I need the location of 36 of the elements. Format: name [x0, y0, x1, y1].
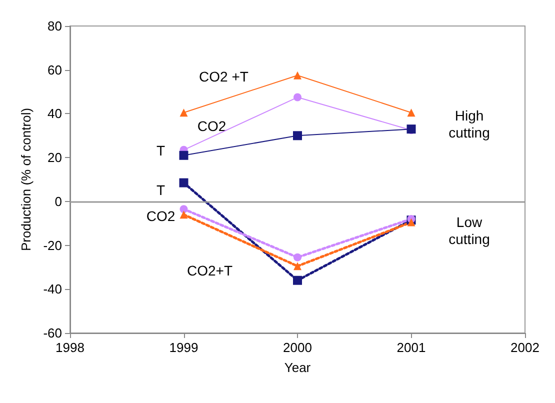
y-tick-label: 40 [48, 106, 62, 122]
x-tick-label: 2000 [283, 340, 312, 355]
x-axis-title: Year [284, 360, 312, 375]
y-tick-label: -60 [43, 326, 62, 340]
series-label: CO2 [146, 208, 176, 224]
y-axis-title: Production (% of control) [18, 108, 34, 252]
annotation: High cutting [448, 107, 490, 140]
point [180, 108, 188, 117]
series-label: T [156, 142, 166, 158]
y-tick-label: 80 [48, 18, 62, 34]
y-tick-label: 0 [54, 194, 62, 209]
point [407, 218, 416, 226]
point [180, 205, 188, 214]
series-label: CO2 [197, 118, 226, 134]
series-label: CO2 +T [199, 68, 249, 85]
point [293, 276, 302, 285]
x-tick-label: 2001 [396, 340, 426, 355]
point [179, 150, 188, 160]
x-tick-label: 1998 [56, 340, 84, 355]
x-tick-label: 2002 [510, 340, 540, 355]
point [180, 210, 188, 219]
point [407, 108, 416, 117]
series-label: T [156, 182, 166, 198]
series-label: CO2+T [186, 262, 233, 279]
point [294, 253, 302, 262]
y-tick-label: 60 [48, 62, 62, 78]
point [294, 262, 302, 270]
point [293, 131, 302, 140]
y-tick-label: -20 [43, 238, 62, 253]
point [294, 71, 302, 80]
point [179, 178, 188, 188]
annotation: Low cutting [448, 214, 490, 247]
y-tick-label: 20 [48, 150, 62, 166]
y-tick-label: -40 [43, 282, 62, 297]
point [294, 93, 302, 102]
x-tick-label: 1999 [169, 340, 198, 355]
